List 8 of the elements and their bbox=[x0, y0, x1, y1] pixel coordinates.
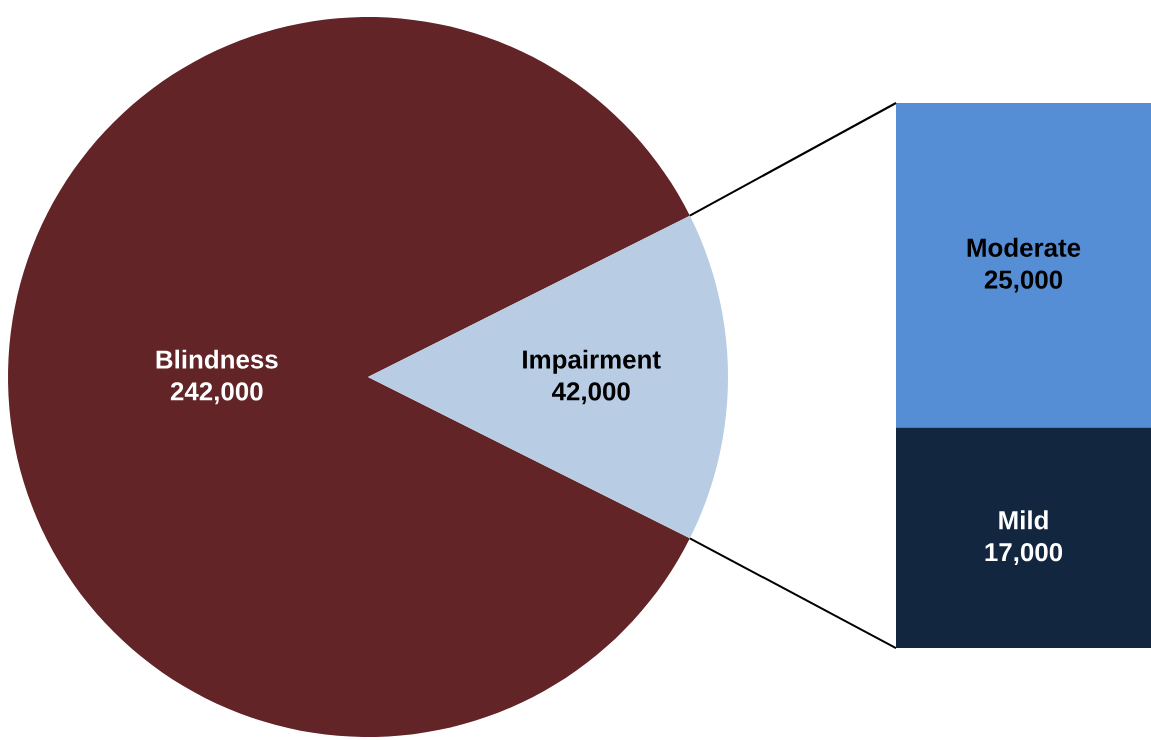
data-label: 242,000 bbox=[170, 382, 263, 405]
data-label: 25,000 bbox=[984, 270, 1063, 293]
slice-label: Impairment bbox=[523, 349, 661, 374]
slice-label: Blindness bbox=[156, 349, 278, 369]
series-label: Moderate bbox=[967, 237, 1081, 257]
series-label: Mild bbox=[999, 510, 1048, 530]
data-label: 17,000 bbox=[985, 542, 1063, 566]
data-label: 42,000 bbox=[552, 382, 630, 405]
